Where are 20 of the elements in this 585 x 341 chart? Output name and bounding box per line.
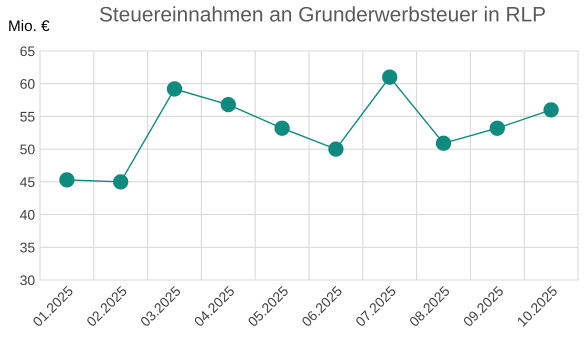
y-axis-title: Mio. € [9,20,50,32]
chart-title: Steuereinnahmen an Grunderwerbsteuer in RLP [100,6,545,22]
point [220,97,236,112]
point [543,102,559,118]
y-tick-label: 30 [20,275,35,286]
y-tick-label: 40 [20,210,35,220]
point [382,70,398,85]
point [274,120,290,136]
point [113,174,128,190]
point [166,81,182,97]
point [436,136,452,151]
point [328,142,344,157]
y-tick-label: 35 [20,242,35,252]
y-tick-label: 55 [20,112,35,122]
point [59,172,75,188]
y-tick-label: 65 [20,46,35,56]
y-tick-label: 60 [20,79,35,89]
point [490,120,505,136]
y-tick-label: 45 [20,177,35,188]
y-tick-label: 50 [20,144,35,154]
